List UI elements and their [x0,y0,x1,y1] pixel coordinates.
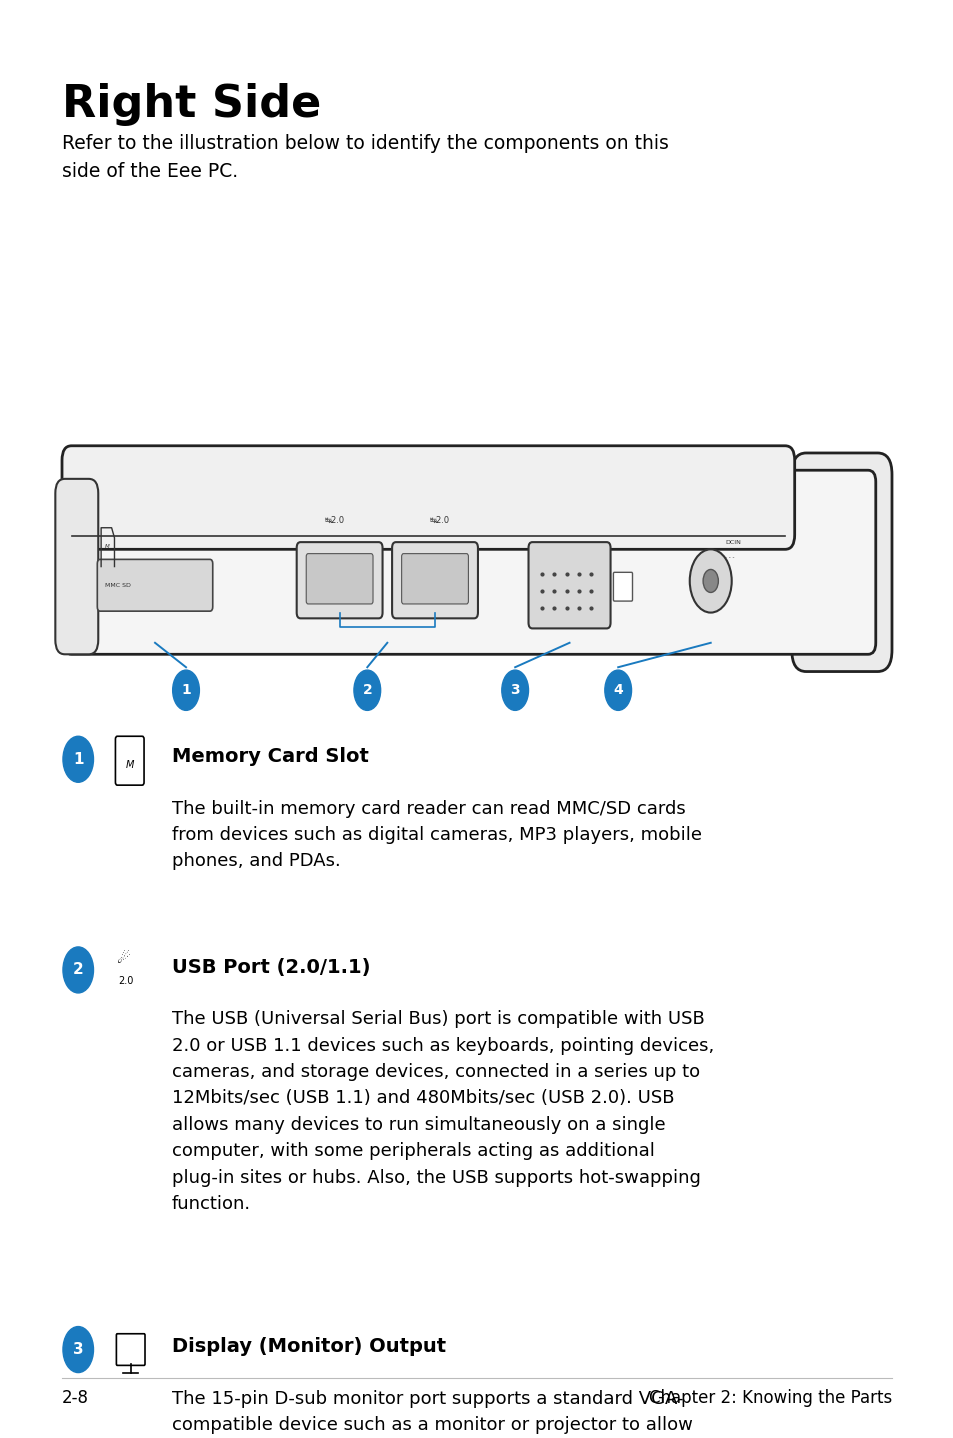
Text: Display (Monitor) Output: Display (Monitor) Output [172,1337,445,1356]
Text: ↹2.0: ↹2.0 [429,516,450,525]
Text: The 15-pin D-sub monitor port supports a standard VGA-
compatible device such as: The 15-pin D-sub monitor port supports a… [172,1389,692,1438]
Text: 1: 1 [181,683,191,697]
Text: 2: 2 [362,683,372,697]
FancyBboxPatch shape [97,559,213,611]
Circle shape [702,569,718,592]
Text: 2: 2 [72,962,84,978]
FancyBboxPatch shape [115,736,144,785]
Text: Memory Card Slot: Memory Card Slot [172,746,368,766]
Text: M: M [105,544,109,549]
Circle shape [63,948,93,992]
FancyBboxPatch shape [613,572,632,601]
Text: M: M [126,761,133,769]
Circle shape [501,670,528,710]
Text: The USB (Universal Serial Bus) port is compatible with USB
2.0 or USB 1.1 device: The USB (Universal Serial Bus) port is c… [172,1009,713,1214]
Circle shape [689,549,731,613]
Text: Refer to the illustration below to identify the components on this
side of the E: Refer to the illustration below to ident… [62,134,668,181]
Text: USB Port (2.0/1.1): USB Port (2.0/1.1) [172,958,370,976]
Text: ↹2.0: ↹2.0 [324,516,345,525]
Text: - - -: - - - [724,555,734,559]
FancyBboxPatch shape [55,479,98,654]
FancyBboxPatch shape [401,554,468,604]
FancyBboxPatch shape [392,542,477,618]
Text: ☄: ☄ [117,951,131,966]
FancyBboxPatch shape [296,542,382,618]
Text: The built-in memory card reader can read MMC/SD cards
from devices such as digit: The built-in memory card reader can read… [172,800,701,870]
Circle shape [172,670,199,710]
Text: MMC SD: MMC SD [105,582,131,588]
Circle shape [604,670,631,710]
Text: 4: 4 [613,683,622,697]
Text: Chapter 2: Knowing the Parts: Chapter 2: Knowing the Parts [648,1389,891,1408]
FancyBboxPatch shape [116,1334,145,1366]
Circle shape [63,736,93,782]
Text: DCIN: DCIN [724,541,740,545]
Text: 2.0: 2.0 [118,976,133,986]
Circle shape [63,1326,93,1372]
Text: 2-8: 2-8 [62,1389,89,1408]
Text: Right Side: Right Side [62,83,321,127]
Text: 3: 3 [72,1342,84,1357]
FancyBboxPatch shape [64,470,875,654]
FancyBboxPatch shape [528,542,610,628]
Text: 1: 1 [72,752,84,766]
Circle shape [354,670,380,710]
FancyBboxPatch shape [791,453,891,672]
Text: 3: 3 [510,683,519,697]
FancyBboxPatch shape [62,446,794,549]
FancyBboxPatch shape [306,554,373,604]
